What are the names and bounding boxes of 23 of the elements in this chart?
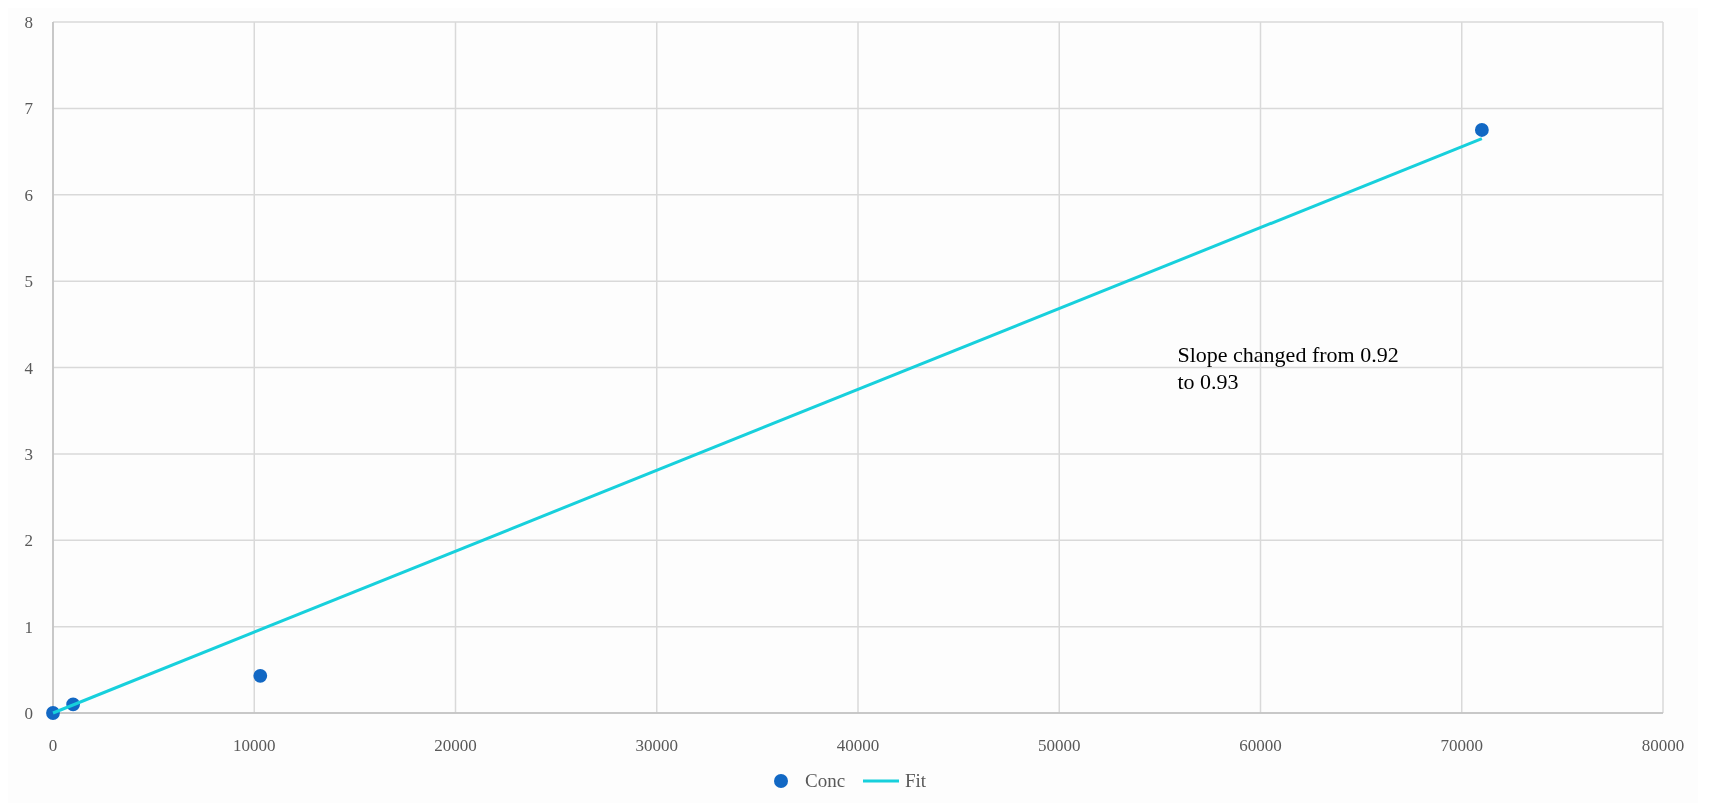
x-tick-label: 70000 xyxy=(1440,736,1483,755)
x-tick-label: 60000 xyxy=(1239,736,1282,755)
x-tick-label: 50000 xyxy=(1038,736,1081,755)
x-tick-label: 20000 xyxy=(434,736,477,755)
annotation: Slope changed from 0.92 to 0.93 xyxy=(1177,342,1399,395)
legend-label: Conc xyxy=(805,770,846,791)
y-tick-label: 8 xyxy=(24,13,33,32)
x-tick-label: 40000 xyxy=(836,736,880,755)
y-tick-label: 7 xyxy=(24,99,34,119)
y-tick-label: 2 xyxy=(24,531,33,551)
y-tick-label: 4 xyxy=(24,358,34,378)
y-tick-label: 3 xyxy=(24,444,33,464)
point xyxy=(253,668,268,683)
y-tick-label: 0 xyxy=(24,704,33,723)
x-tick-label: 30000 xyxy=(635,736,678,755)
y-tick-label: 5 xyxy=(24,272,33,292)
x-tick-label: 10000 xyxy=(233,736,276,755)
x-tick-label: 0 xyxy=(48,736,58,755)
point xyxy=(1474,123,1489,137)
legend-label: Fit xyxy=(905,770,927,791)
y-tick-label: 6 xyxy=(24,185,33,205)
x-tick-label: 80000 xyxy=(1641,736,1685,755)
y-tick-label: 1 xyxy=(24,617,33,637)
